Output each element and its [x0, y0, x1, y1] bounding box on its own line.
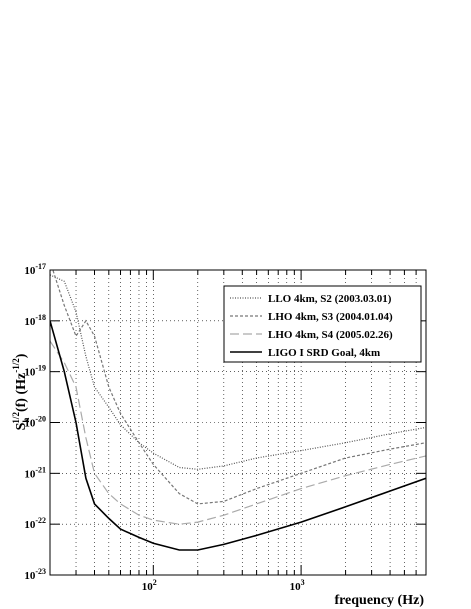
series-line-1: [50, 274, 426, 470]
series-line-4: [50, 320, 426, 551]
y-tick-label: 10-20: [24, 415, 46, 430]
y-tick-label: 10-23: [24, 567, 46, 582]
legend-label: LLO 4km, S2 (2003.03.01): [268, 293, 392, 305]
y-axis-title-exp: -1/2: [11, 358, 21, 373]
y-axis-title-sup: 1/2: [11, 412, 21, 424]
y-axis-title: Sh1/2(f) (Hz-1/2): [11, 353, 31, 430]
legend-label: LHO 4km, S4 (2005.02.26): [268, 329, 393, 341]
y-axis-title-sub: h: [21, 418, 31, 423]
legend-label: LHO 4km, S3 (2004.01.04): [268, 311, 393, 323]
y-axis-title-mid: (f) (Hz: [14, 373, 29, 412]
y-axis-title-end: ): [14, 353, 29, 358]
legend-label: LIGO I SRD Goal, 4km: [268, 347, 380, 359]
x-tick-labels: 102 103: [142, 578, 305, 593]
y-tick-label: 10-17: [24, 262, 46, 277]
series-layer: [50, 270, 426, 551]
y-tick-label: 10-21: [24, 465, 46, 480]
legend: LLO 4km, S2 (2003.03.01) LHO 4km, S3 (200…: [223, 285, 422, 363]
y-tick-label: 10-19: [24, 364, 46, 379]
y-tick-label: 10-22: [24, 516, 46, 531]
x-axis-title: frequency (Hz): [334, 593, 424, 608]
legend-box: [223, 285, 422, 363]
y-tick-label: 10-18: [24, 313, 46, 328]
tick-marks: [50, 269, 426, 576]
series-line-2: [52, 270, 426, 505]
y-tick-labels: 10-17 10-18 10-19 10-20 10-21 10-22 10-23: [24, 262, 46, 582]
y-axis-title-base: S: [14, 422, 29, 430]
x-tick-label: 102: [142, 578, 157, 593]
x-tick-label: 103: [290, 578, 305, 593]
